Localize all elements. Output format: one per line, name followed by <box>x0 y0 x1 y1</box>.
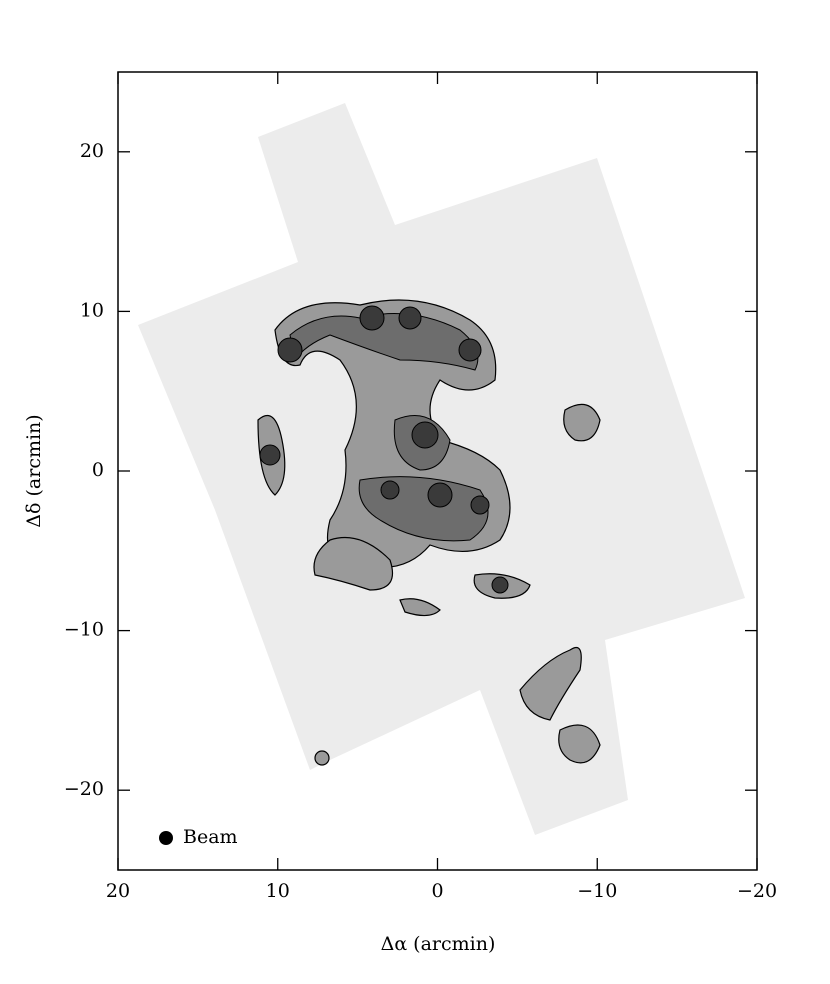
beam-marker <box>159 831 173 845</box>
y-tick-label: −20 <box>64 778 104 800</box>
x-tick-label: 20 <box>106 880 130 902</box>
beam-label: Beam <box>183 826 238 848</box>
y-tick-label: 10 <box>80 299 104 321</box>
y-tick-label: 0 <box>92 459 104 481</box>
y-tick-label: −10 <box>64 619 104 641</box>
emission-contours <box>257 299 601 766</box>
x-tick-label: −10 <box>577 880 617 902</box>
x-tick-label: 0 <box>431 880 443 902</box>
x-tick-label: 10 <box>266 880 290 902</box>
x-tick-label: −20 <box>737 880 777 902</box>
x-axis-label: Δα (arcmin) <box>381 933 496 955</box>
y-tick-label: 20 <box>80 140 104 162</box>
y-axis-label: Δδ (arcmin) <box>23 414 45 527</box>
